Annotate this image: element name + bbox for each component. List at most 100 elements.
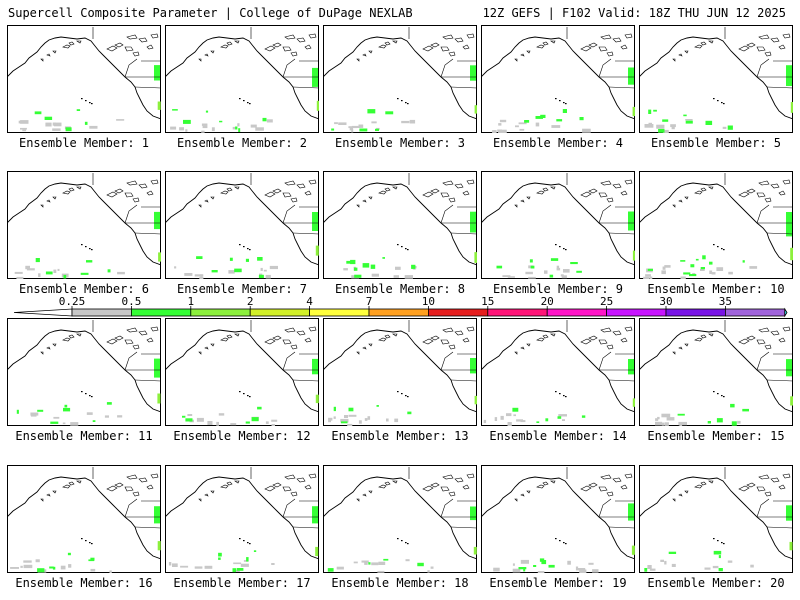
gray-scp-patch	[661, 270, 666, 275]
gray-scp-patch	[172, 563, 178, 567]
island-outline	[264, 45, 276, 52]
ensemble-member-panel: Ensemble Member: 2	[165, 25, 319, 155]
hawaii-island	[721, 248, 723, 250]
ensemble-member-panel: Ensemble Member: 16	[7, 465, 161, 595]
island-outline	[284, 327, 296, 333]
ensemble-member-label: Ensemble Member: 5	[650, 136, 782, 150]
island-outline	[770, 477, 780, 483]
island-outline	[204, 199, 209, 203]
island-outline	[694, 484, 703, 489]
ensemble-member-panel: Ensemble Member: 19	[481, 465, 635, 595]
hawaii-island	[81, 538, 83, 540]
gray-scp-patch	[483, 419, 487, 424]
gray-scp-patch	[575, 566, 579, 571]
gray-scp-patch	[22, 129, 27, 132]
island-outline	[282, 192, 292, 198]
island-outline	[46, 53, 51, 57]
gray-scp-patch	[35, 559, 40, 563]
island-outline	[606, 344, 614, 350]
hawaii-island	[405, 542, 407, 544]
island-outline	[52, 50, 57, 54]
hawaii-island	[249, 396, 251, 398]
gray-scp-patch	[592, 569, 599, 573]
island-outline	[620, 484, 628, 490]
green-scp-patch	[530, 265, 535, 269]
green-scp-patch	[154, 211, 160, 230]
green-scp-patch	[680, 260, 686, 262]
green-scp-patch	[52, 566, 56, 570]
green-scp-patch	[695, 258, 699, 261]
island-outline	[296, 37, 306, 43]
island-outline	[264, 485, 276, 492]
island-outline	[778, 337, 786, 343]
green-scp-patch	[407, 411, 412, 415]
green-scp-patch	[232, 568, 236, 573]
green-scp-patch	[628, 359, 634, 375]
gray-scp-patch	[347, 423, 353, 426]
ensemble-map	[639, 465, 793, 573]
island-outline	[526, 196, 531, 200]
political-borders	[250, 467, 319, 529]
hawaii-island	[91, 249, 93, 251]
hawaii-island	[243, 540, 245, 542]
colorbar-segment	[368, 308, 429, 317]
hawaii-island	[555, 391, 557, 393]
colorbar-legend: 0.25 0.5 1 2 4 7 10 15 20 25 30 35	[13, 295, 788, 323]
political-borders	[408, 27, 477, 89]
green-scp-patch	[470, 65, 476, 81]
gray-scp-patch	[349, 126, 353, 131]
island-outline	[106, 45, 118, 52]
island-outline	[448, 491, 456, 497]
gray-scp-patch	[232, 126, 236, 130]
gray-scp-patch	[649, 568, 656, 571]
gray-scp-patch	[728, 271, 733, 275]
gray-scp-patch	[371, 562, 379, 566]
gray-scp-patch	[204, 565, 213, 569]
gray-scp-patch	[661, 413, 671, 418]
island-outline	[550, 186, 556, 190]
island-outline	[146, 44, 154, 50]
colorbar-tick-label: 10	[421, 295, 436, 308]
green-scp-patch	[548, 564, 555, 568]
gray-scp-patch	[38, 273, 41, 277]
ensemble-member-panel: Ensemble Member: 10	[639, 171, 793, 301]
island-outline	[150, 179, 159, 185]
green-scp-patch	[67, 552, 71, 556]
gray-scp-patch	[328, 417, 333, 421]
island-outline	[684, 196, 689, 200]
green-scp-patch	[331, 128, 335, 131]
island-outline	[536, 337, 545, 342]
coastline	[639, 329, 793, 413]
gray-scp-patch	[104, 415, 109, 418]
island-outline	[448, 197, 456, 203]
island-outline	[284, 34, 296, 40]
island-outline	[588, 482, 598, 488]
green-scp-patch	[556, 119, 563, 122]
island-outline	[440, 486, 450, 492]
green-scp-patch	[668, 551, 677, 554]
island-outline	[422, 485, 434, 492]
political-borders	[724, 173, 793, 235]
green-scp-patch	[718, 568, 723, 572]
island-outline	[746, 188, 756, 194]
hawaii-island	[559, 100, 561, 102]
gray-scp-patch	[14, 271, 23, 274]
green-scp-patch	[92, 420, 96, 422]
gray-scp-patch	[664, 422, 669, 426]
green-scp-patch	[545, 418, 549, 422]
gray-scp-patch	[45, 122, 52, 127]
green-scp-patch	[258, 274, 264, 279]
gray-scp-patch	[18, 120, 22, 124]
hawaii-island	[243, 246, 245, 248]
island-outline	[296, 330, 306, 336]
gray-scp-patch	[405, 559, 410, 562]
colorbar-tick-label: 25	[599, 295, 614, 308]
hawaii-island	[565, 103, 567, 105]
island-outline	[454, 183, 464, 189]
green-scp-patch	[707, 421, 711, 424]
coastline	[7, 329, 161, 413]
gray-scp-patch	[336, 566, 344, 570]
gray-scp-patch	[515, 125, 519, 128]
island-outline	[52, 490, 57, 494]
colorbar-segment	[487, 308, 548, 317]
